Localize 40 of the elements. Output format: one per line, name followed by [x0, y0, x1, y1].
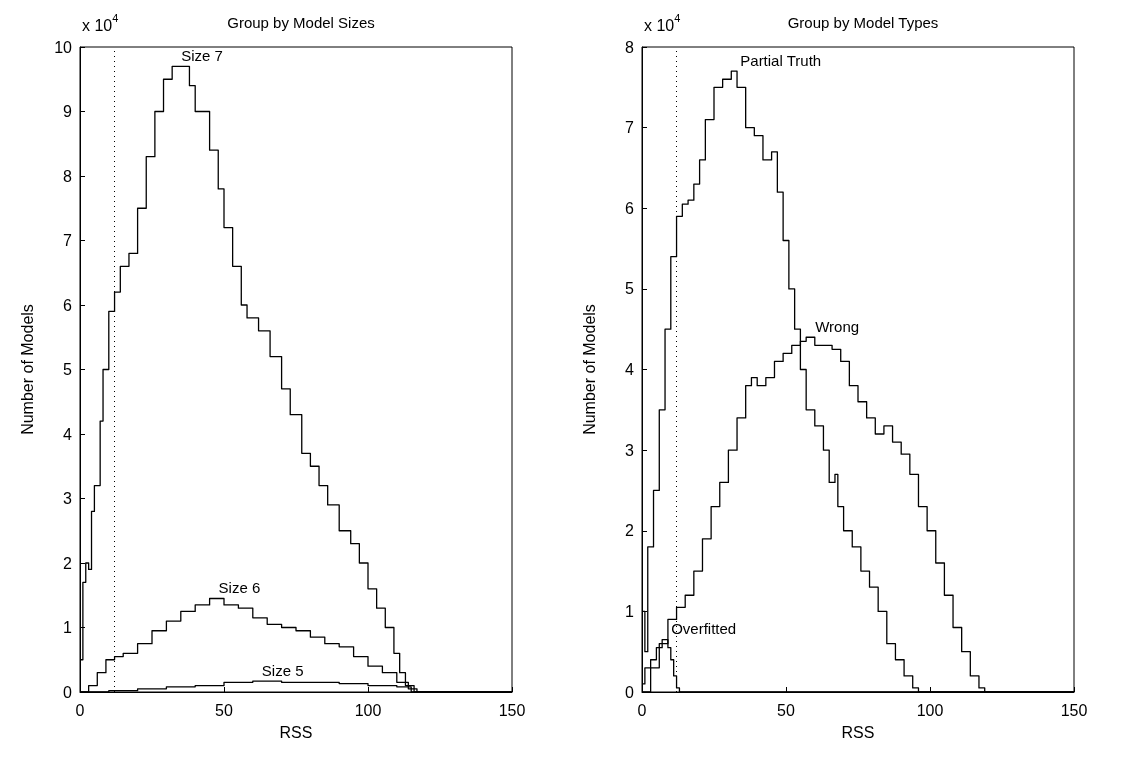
- series-label: Size 5: [261, 661, 304, 679]
- x-tick-label: 50: [215, 701, 233, 719]
- series-label: Partial Truth: [740, 51, 822, 69]
- y-tick-label: 2: [625, 522, 635, 540]
- x-tick-label: 0: [637, 701, 647, 719]
- series-label: Size 6: [218, 578, 261, 596]
- y-tick-label: 8: [625, 38, 635, 56]
- series-label: Overfitted: [671, 620, 737, 638]
- y-tick-label: 3: [625, 441, 635, 459]
- x-tick-label: 0: [75, 701, 85, 719]
- series-label: Wrong: [815, 317, 860, 335]
- y-tick-label: 8: [63, 167, 73, 185]
- y-tick-label: 7: [625, 119, 635, 137]
- x-axis-title: RSS: [279, 723, 313, 741]
- x-tick-label: 100: [354, 701, 382, 719]
- y-axis-title: Number of Models: [18, 304, 36, 435]
- chart-title: Group by Model Types: [787, 14, 939, 31]
- y-tick-label: 1: [625, 602, 635, 620]
- y-tick-label: 0: [625, 683, 635, 701]
- chart-title: Group by Model Sizes: [227, 14, 375, 31]
- y-tick-label: 2: [63, 554, 73, 572]
- x-tick-label: 150: [1060, 701, 1088, 719]
- y-tick-label: 4: [625, 361, 635, 378]
- y-tick-label: 6: [63, 296, 73, 314]
- x-axis-title: RSS: [841, 723, 875, 741]
- y-tick-label: 7: [63, 232, 73, 249]
- x-tick-label: 100: [916, 701, 944, 719]
- y-tick-label: 1: [63, 619, 73, 636]
- y-tick-label: 4: [63, 425, 73, 443]
- x-tick-label: 150: [498, 701, 526, 719]
- y-tick-label: 0: [63, 683, 73, 701]
- series-label: Size 7: [181, 46, 223, 64]
- y-tick-label: 6: [625, 199, 635, 217]
- y-tick-label: 10: [54, 38, 73, 56]
- y-tick-label: 9: [63, 103, 73, 120]
- y-tick-label: 5: [625, 280, 635, 298]
- y-tick-label: 5: [63, 361, 73, 378]
- y-axis-title: Number of Models: [580, 304, 598, 435]
- y-tick-label: 3: [63, 490, 73, 507]
- x-tick-label: 50: [777, 701, 795, 719]
